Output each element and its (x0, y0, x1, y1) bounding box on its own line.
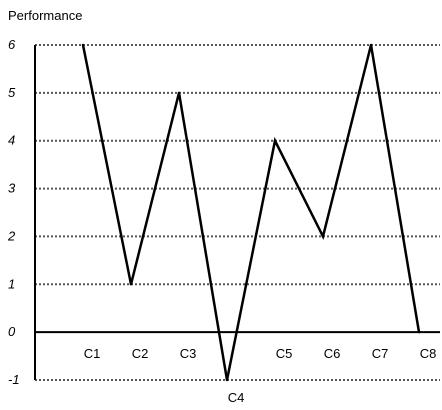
x-category-labels: C1 C2 C3 C4 C5 C6 C7 C8 (84, 346, 437, 405)
x-category-label: C7 (372, 346, 389, 361)
x-category-label: C8 (420, 346, 437, 361)
x-category-label: C3 (180, 346, 197, 361)
series (81, 43, 421, 382)
data-point (273, 139, 277, 142)
data-point (225, 378, 229, 382)
x-category-label: C6 (324, 346, 341, 361)
y-tick-label: 6 (8, 37, 16, 52)
y-tick-label: 0 (8, 324, 16, 339)
gridlines (35, 44, 440, 381)
data-point (177, 91, 181, 95)
data-point (81, 43, 85, 47)
y-tick-label: 2 (7, 228, 16, 243)
y-tick-label: 1 (8, 276, 15, 291)
data-point (321, 235, 325, 238)
x-category-label: C1 (84, 346, 101, 361)
x-category-label: C4 (228, 390, 245, 405)
y-tick-label: 4 (8, 133, 15, 148)
y-axis-label: Performance (8, 8, 82, 23)
x-category-label: C2 (132, 346, 149, 361)
y-tick-labels: 6 5 4 3 2 1 0 -1 (7, 37, 20, 387)
y-tick-label: 3 (8, 181, 16, 196)
data-point (417, 330, 421, 334)
x-category-label: C5 (276, 346, 293, 361)
y-tick-label: -1 (8, 372, 20, 387)
data-point (129, 283, 133, 286)
y-tick-label: 5 (8, 85, 16, 100)
data-point (369, 43, 373, 47)
series-line (81, 44, 421, 381)
